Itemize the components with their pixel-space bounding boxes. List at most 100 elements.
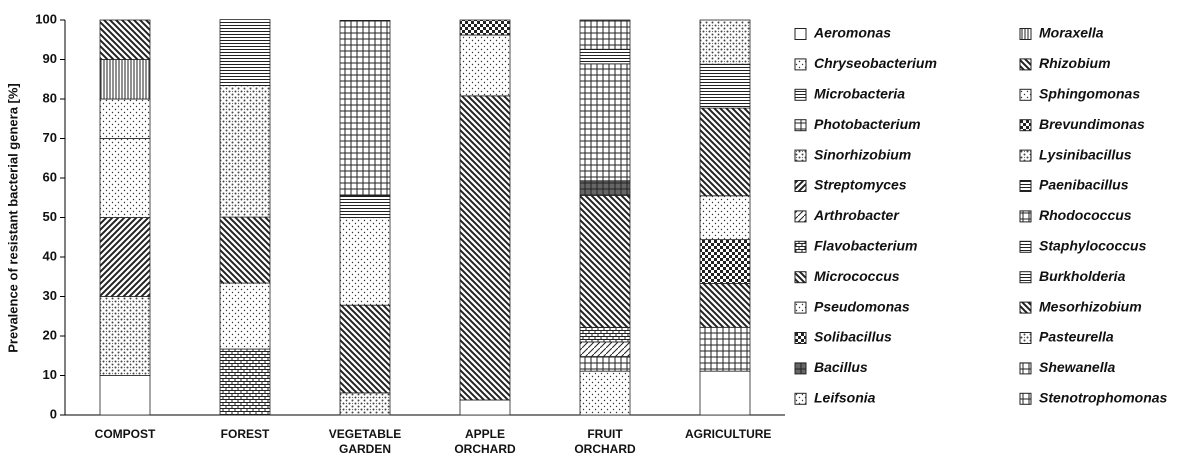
y-tick-label: 0 [50, 406, 57, 421]
legend-label: Pasteurella [1039, 329, 1114, 345]
y-tick-label: 100 [35, 11, 57, 26]
legend-swatch [794, 88, 807, 101]
legend-swatch [794, 332, 807, 344]
bar-segment [579, 180, 631, 196]
bar-segment [99, 19, 151, 60]
legend-swatch [1019, 332, 1032, 344]
legend-swatch [1019, 271, 1032, 284]
legend-label: Pseudomonas [814, 298, 910, 314]
bar-segment [219, 348, 271, 416]
bar-segment [339, 19, 391, 197]
bar-segment [579, 356, 631, 372]
legend-label: Rhizobium [1039, 55, 1111, 71]
legend-label: Shewanella [1039, 359, 1115, 375]
bar-segment [579, 63, 631, 182]
legend-label: Bacillus [814, 359, 868, 375]
bar-segment [219, 216, 271, 284]
x-tick-label: FOREST [220, 427, 270, 441]
legend-swatch [794, 362, 807, 375]
bar-segment [699, 195, 751, 241]
y-tick-label: 30 [43, 288, 57, 303]
bar-segment [459, 34, 511, 97]
legend-swatch [794, 392, 807, 405]
legend-label: Mesorhizobium [1039, 298, 1142, 314]
bar-segment [339, 217, 391, 306]
y-tick-label: 20 [43, 327, 57, 342]
legend-label: Rhodococcus [1039, 207, 1132, 223]
legend-label: Photobacterium [814, 116, 921, 132]
legend-label: Staphylococcus [1039, 238, 1147, 254]
y-tick-label: 60 [43, 169, 57, 184]
legend-label: Solibacillus [814, 329, 892, 345]
legend-swatch [1019, 180, 1032, 192]
bar-segment [699, 239, 751, 284]
legend-label: Moraxella [1039, 25, 1104, 41]
y-tick-label: 50 [43, 209, 57, 224]
bar-segment [459, 95, 511, 401]
bar-segment [579, 48, 631, 65]
legend-swatch [1019, 301, 1032, 314]
bar-segment [699, 283, 751, 328]
legend-swatch [1019, 240, 1032, 253]
legend-swatch [794, 210, 807, 223]
legend-swatch [794, 149, 807, 162]
legend-label: Sinorhizobium [814, 146, 911, 162]
bar-segment [579, 194, 631, 328]
bar-segment [219, 85, 271, 218]
bar-segment [579, 19, 631, 50]
legend-swatch [1019, 392, 1032, 405]
bar-segment [219, 282, 271, 350]
legend-swatch [1019, 149, 1032, 162]
legend-label: Microbacteria [814, 86, 905, 102]
legend-label: Lysinibacillus [1039, 146, 1132, 162]
x-tick-label: COMPOST [94, 427, 156, 441]
legend-swatch [1019, 88, 1032, 101]
bar-segment [579, 370, 631, 416]
bar-segment [99, 59, 151, 100]
y-tick-label: 70 [43, 130, 57, 145]
bar-segment [699, 19, 751, 65]
legend-swatch [794, 28, 807, 40]
bar-segment [339, 195, 391, 218]
legend-label: Flavobacterium [814, 238, 917, 254]
y-tick-label: 80 [43, 90, 57, 105]
legend-label: Paenibacillus [1039, 177, 1129, 193]
legend-label: Micrococcus [814, 268, 900, 284]
bar-segment [339, 304, 391, 394]
y-tick-label: 90 [43, 51, 57, 66]
bar-segment [99, 375, 151, 416]
bar-segment [99, 138, 151, 218]
legend-swatch [1019, 28, 1032, 40]
legend-swatch [794, 240, 807, 253]
legend-swatch [1019, 210, 1032, 223]
bar-segment [699, 63, 751, 109]
bar-segment [219, 19, 271, 86]
x-tick-label: AGRICULTURE [685, 427, 772, 441]
bar-segment [339, 392, 391, 416]
x-tick-label: VEGETABLE GARDEN [328, 427, 402, 456]
legend-label: Leifsonia [814, 390, 876, 406]
y-tick-label: 10 [43, 367, 57, 382]
legend-swatch [794, 180, 807, 192]
bar-segment [99, 98, 151, 139]
legend-swatch [794, 301, 807, 314]
legend-label: Stenotrophomonas [1039, 390, 1168, 406]
legend-label: Burkholderia [1039, 268, 1126, 284]
bar-segment [579, 341, 631, 357]
legend-label: Chryseobacterium [814, 55, 937, 71]
bar-segment [99, 296, 151, 376]
x-tick-label: APPLE ORCHARD [454, 427, 516, 456]
legend-label: Streptomyces [814, 177, 907, 193]
bar-segment [459, 19, 511, 36]
legend-label: Brevundimonas [1039, 116, 1145, 132]
legend-label: Aeromonas [813, 25, 891, 41]
bar-segment [699, 107, 751, 197]
bar-segment [459, 399, 511, 416]
legend-label: Arthrobacter [813, 207, 900, 223]
legend-swatch [794, 271, 807, 284]
bar-segment [699, 326, 751, 372]
legend-swatch [1019, 119, 1032, 132]
legend-swatch [794, 119, 807, 132]
legend-swatch [1019, 362, 1032, 375]
